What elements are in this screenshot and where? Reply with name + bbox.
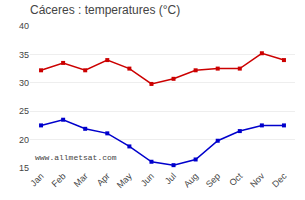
svg-text:Cáceres : temperatures (°C): Cáceres : temperatures (°C) [30,3,180,17]
svg-text:Feb: Feb [50,171,68,189]
svg-text:Jun: Jun [139,171,156,188]
svg-text:Jan: Jan [28,171,45,188]
svg-text:Mar: Mar [72,171,90,189]
svg-text:www.allmetsat.com: www.allmetsat.com [35,153,117,162]
svg-text:May: May [115,171,134,190]
svg-text:Dec: Dec [270,171,289,190]
svg-text:20: 20 [19,135,29,145]
svg-text:Aug: Aug [182,171,200,189]
svg-text:25: 25 [19,106,29,116]
svg-text:40: 40 [19,21,29,31]
svg-text:Nov: Nov [248,171,267,190]
svg-text:30: 30 [19,78,29,88]
svg-text:35: 35 [19,50,29,60]
svg-text:Oct: Oct [227,171,244,188]
svg-text:Jul: Jul [163,171,178,186]
svg-text:Sep: Sep [204,171,222,189]
svg-text:15: 15 [19,163,29,173]
svg-text:Apr: Apr [95,171,112,188]
